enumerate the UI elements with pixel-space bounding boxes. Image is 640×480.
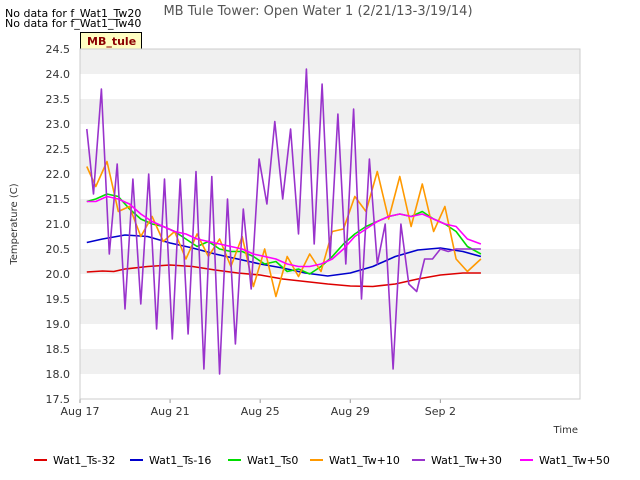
x-tick-label: Aug 17: [61, 405, 100, 418]
y-tick-label: 19.0: [46, 318, 71, 331]
x-axis-ticks: Aug 17 Aug 21 Aug 25 Aug 29 Sep 2: [61, 399, 456, 418]
plot-frame: [79, 48, 581, 400]
y-tick-label: 18.0: [46, 368, 71, 381]
y-tick-label: 23.5: [46, 93, 71, 106]
legend-item[interactable]: Wat1_Ts-16: [130, 454, 211, 468]
grid-bands: [80, 49, 580, 399]
legend: Wat1_Ts-32 Wat1_Ts-16 Wat1_Ts0 Wat1_Tw+10 Wa…: [0, 454, 640, 470]
grid-band: [80, 49, 580, 74]
y-tick-label: 23.0: [46, 118, 71, 131]
legend-label: Wat1_Ts-32: [53, 454, 116, 467]
y-tick-label: 18.5: [46, 343, 71, 356]
grid-band: [80, 299, 580, 324]
no-data-note-2: No data for f_Wat1_Tw40: [5, 17, 142, 30]
y-tick-label: 20.5: [46, 243, 71, 256]
no-data-note-1: No data for f_Wat1_Tw20: [5, 7, 142, 20]
legend-swatch: [130, 459, 143, 461]
y-tick-label: 20.0: [46, 268, 71, 281]
y-tick-label: 21.5: [46, 193, 71, 206]
y-tick-label: 22.0: [46, 168, 71, 181]
legend-item[interactable]: Wat1_Tw+10: [310, 454, 400, 468]
x-tick-label: Aug 25: [241, 405, 280, 418]
series-line-wat1-tw-50: [86, 195, 482, 268]
legend-label: Wat1_Tw+50: [539, 454, 610, 467]
legend-label: Wat1_Tw+30: [431, 454, 502, 467]
grid-band: [80, 349, 580, 374]
series-line-wat1-tw-30: [86, 68, 481, 375]
legend-label: Wat1_Tw+10: [329, 454, 400, 467]
x-tick-label: Aug 29: [331, 405, 370, 418]
y-tick-label: 24.0: [46, 68, 71, 81]
legend-item[interactable]: Wat1_Ts0: [228, 454, 298, 468]
y-tick-label: 19.5: [46, 293, 71, 306]
x-tick-label: Sep 2: [425, 405, 456, 418]
series-lines: [86, 68, 482, 375]
x-tick-label: Aug 21: [151, 405, 190, 418]
y-tick-label: 17.5: [46, 393, 71, 406]
legend-swatch: [34, 459, 47, 461]
legend-item[interactable]: Wat1_Ts-32: [34, 454, 115, 468]
y-axis-ticks: 17.5 18.0 18.5 19.0 19.5 20.0 20.5 21.0 21.5 22.0…: [46, 43, 71, 406]
x-axis-label: Time: [553, 425, 578, 436]
grid-band: [80, 99, 580, 124]
grid-band: [80, 199, 580, 224]
chart-title: MB Tule Tower: Open Water 1 (2/21/13-3/1…: [163, 4, 472, 19]
legend-item[interactable]: Wat1_Tw+30: [412, 454, 502, 468]
legend-swatch: [228, 459, 241, 461]
y-tick-label: 22.5: [46, 143, 71, 156]
y-axis-label: Temperature (C): [9, 183, 20, 265]
legend-swatch: [310, 459, 323, 461]
legend-label: Wat1_Ts0: [247, 454, 299, 467]
legend-item[interactable]: Wat1_Tw+50: [520, 454, 610, 468]
legend-swatch: [412, 459, 425, 461]
y-tick-label: 24.5: [46, 43, 71, 56]
legend-swatch: [520, 459, 533, 461]
grid-band: [80, 149, 580, 174]
legend-label: Wat1_Ts-16: [149, 454, 212, 467]
y-tick-label: 21.0: [46, 218, 71, 231]
